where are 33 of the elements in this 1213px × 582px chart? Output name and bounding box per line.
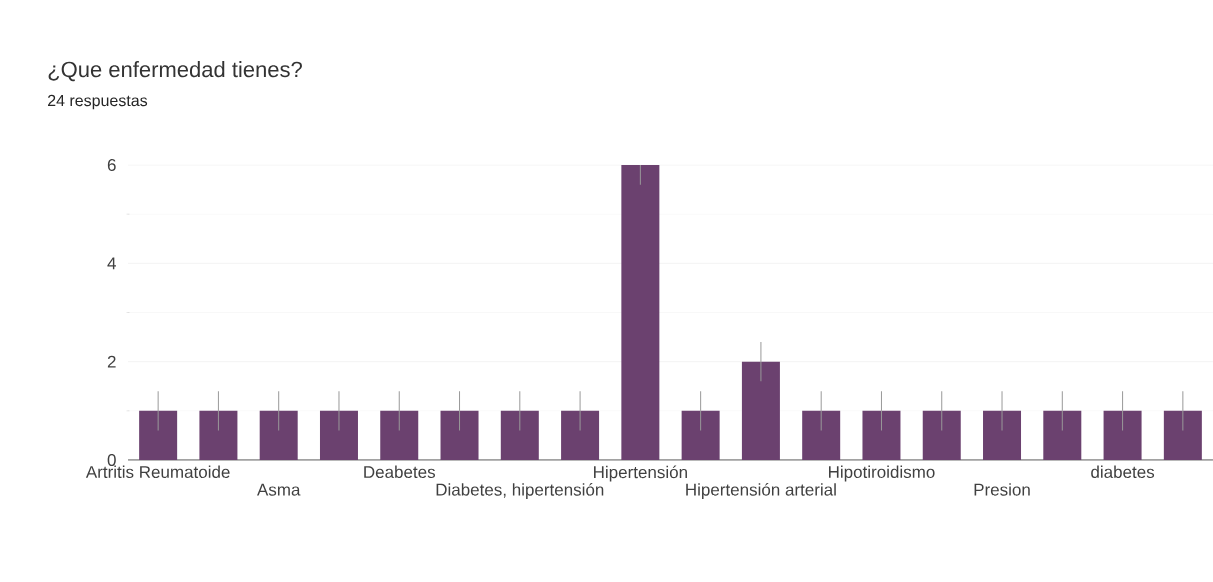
- bar: [983, 410, 1022, 460]
- bar: [1103, 410, 1142, 460]
- bar: [1043, 410, 1082, 460]
- bar: [741, 361, 780, 460]
- x-tick-label: Asma: [257, 483, 301, 496]
- chart-title: ¿Que enfermedad tienes?: [48, 61, 302, 82]
- x-tick-label: Artritis Reumatoide: [85, 465, 230, 479]
- x-tick-label: Hipertensión: [594, 465, 687, 482]
- bar: [922, 410, 961, 460]
- bar: [862, 410, 901, 460]
- bar: [1163, 410, 1202, 460]
- y-tick-label: 6: [107, 158, 116, 172]
- y-tick-label: 0: [107, 453, 116, 467]
- bar: [199, 410, 238, 460]
- bar: [259, 410, 298, 460]
- bar: [681, 410, 720, 460]
- bar: [319, 410, 358, 460]
- x-tick-label: Deabetes: [364, 465, 436, 479]
- bar: [802, 410, 841, 460]
- x-tick-label: Hipertensión arterial: [686, 483, 836, 500]
- x-tick-label: Diabetes, hipertensión: [436, 483, 604, 500]
- x-tick-label: diabetes: [1091, 465, 1155, 479]
- x-tick-label: Presion: [974, 483, 1030, 496]
- bar: [561, 410, 600, 460]
- bar: [500, 410, 539, 460]
- bar: [139, 410, 178, 460]
- bar: [440, 410, 479, 460]
- bar: [380, 410, 419, 460]
- y-tick-label: 2: [107, 355, 116, 368]
- bar: [621, 165, 660, 460]
- chart-subtitle: 24 respuestas: [48, 94, 148, 110]
- x-tick-label: Hipotiroidismo: [829, 465, 935, 482]
- y-tick-label: 4: [107, 257, 116, 270]
